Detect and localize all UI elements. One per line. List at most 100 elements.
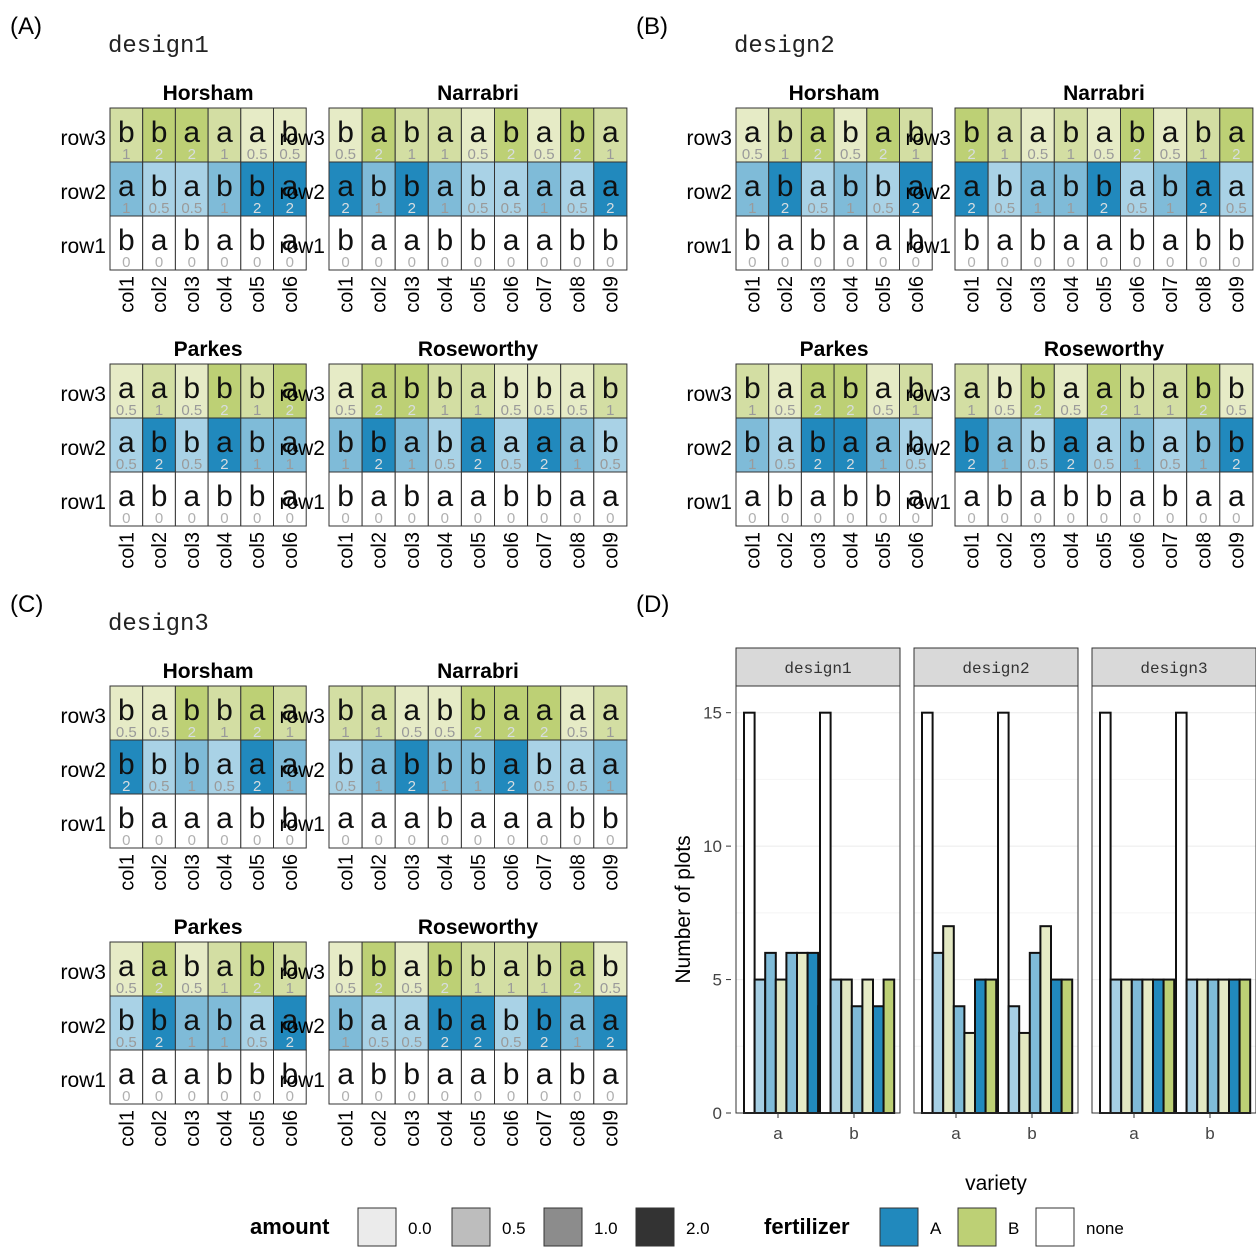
- legend-label: A: [930, 1219, 942, 1238]
- variety-label: b: [249, 372, 266, 405]
- amount-label: 0: [474, 510, 482, 527]
- row-label: row1: [60, 235, 106, 258]
- amount-label: 2: [286, 402, 294, 419]
- col-label: col6: [280, 532, 302, 569]
- plot-cell: [328, 417, 363, 473]
- col-label: col9: [600, 1110, 622, 1147]
- variety-label: a: [1096, 426, 1113, 459]
- amount-label: 0.5: [567, 200, 588, 217]
- amount-label: 0.5: [1027, 146, 1048, 163]
- amount-label: 2: [374, 146, 382, 163]
- col-label: col6: [501, 276, 523, 313]
- bar: [1162, 978, 1176, 1114]
- col-label: col7: [534, 854, 556, 891]
- variety-label: b: [908, 426, 925, 459]
- plot-cell: [954, 161, 989, 217]
- variety-label: b: [1129, 224, 1146, 257]
- variety-label: a: [777, 224, 794, 257]
- row-label: row3: [279, 705, 325, 728]
- amount-label: 0: [748, 510, 756, 527]
- bar: [963, 1031, 977, 1114]
- plot-cell: [328, 1049, 363, 1105]
- plot-cell: [560, 471, 595, 527]
- plot-cell: [361, 161, 396, 217]
- plot-cell: [1219, 161, 1254, 217]
- col-label: col5: [468, 1110, 490, 1147]
- amount-label: 0: [1000, 254, 1008, 271]
- bar: [952, 1005, 966, 1114]
- variety-label: a: [151, 372, 168, 405]
- col-label: col4: [214, 854, 236, 891]
- plot-cell: [1153, 417, 1188, 473]
- site-title: Horsham: [789, 82, 880, 105]
- variety-label: a: [777, 426, 794, 459]
- plot-cell: [899, 363, 933, 419]
- bar: [829, 978, 843, 1114]
- amount-label: 1: [1133, 456, 1141, 473]
- col-label: col3: [402, 1110, 424, 1147]
- variety-label: a: [569, 694, 586, 727]
- plot-cell: [427, 739, 462, 795]
- amount-label: 0: [507, 254, 515, 271]
- amount-label: 0: [540, 832, 548, 849]
- bar: [1238, 978, 1252, 1114]
- amount-label: 0: [1000, 510, 1008, 527]
- variety-label: b: [403, 170, 420, 203]
- amount-label: 0: [1100, 510, 1108, 527]
- amount-label: 1: [1067, 146, 1075, 163]
- plot-cell: [768, 417, 802, 473]
- variety-label: a: [151, 950, 168, 983]
- amount-label: 1: [1133, 402, 1141, 419]
- plot-cell: [833, 215, 868, 271]
- row-label: row2: [279, 759, 325, 782]
- variety-label: a: [996, 426, 1013, 459]
- amount-label: 0: [122, 1088, 130, 1105]
- amount-label: 1: [441, 402, 449, 419]
- variety-label: a: [282, 224, 299, 257]
- amount-label: 2: [155, 1034, 163, 1051]
- plot-cell: [328, 793, 363, 849]
- plot-cell: [174, 941, 209, 997]
- row-label: row2: [60, 759, 106, 782]
- col-label: col7: [534, 532, 556, 569]
- variety-label: a: [403, 950, 420, 983]
- legend-label: 0.0: [408, 1219, 432, 1238]
- variety-label: b: [437, 372, 454, 405]
- amount-label: 0.5: [873, 200, 894, 217]
- bar: [1120, 978, 1133, 1114]
- variety-label: a: [569, 950, 586, 983]
- amount-label: 2: [253, 724, 261, 741]
- plot-cell: [109, 363, 144, 419]
- amount-label: 0: [341, 254, 349, 271]
- plot-cell: [1120, 417, 1155, 473]
- panel-label: (C): [10, 591, 43, 618]
- col-label: col8: [567, 1110, 589, 1147]
- plot-cell: [1086, 107, 1122, 163]
- amount-label: 0.5: [567, 402, 588, 419]
- plot-cell: [1186, 161, 1221, 217]
- plot-cell: [735, 471, 770, 527]
- row-label: row1: [60, 491, 106, 514]
- variety-label: a: [470, 480, 487, 513]
- plot-cell: [593, 471, 628, 527]
- plot-cell: [1153, 471, 1188, 527]
- variety-label: b: [437, 1004, 454, 1037]
- plot-cell: [527, 793, 562, 849]
- legend-swatch: [357, 1207, 397, 1247]
- variety-label: a: [842, 224, 859, 257]
- variety-label: b: [1228, 426, 1245, 459]
- variety-label: b: [216, 694, 233, 727]
- amount-label: 0: [286, 510, 294, 527]
- row-label: row2: [279, 437, 325, 460]
- amount-label: 2: [408, 200, 416, 217]
- variety-label: a: [118, 1058, 135, 1091]
- amount-label: 0.5: [501, 456, 522, 473]
- bar: [1028, 951, 1042, 1114]
- amount-label: 0.5: [247, 146, 268, 163]
- amount-label: 0: [814, 510, 822, 527]
- variety-label: a: [569, 1004, 586, 1037]
- variety-label: a: [875, 426, 892, 459]
- amount-label: 1: [220, 724, 228, 741]
- plot-cell: [494, 215, 529, 271]
